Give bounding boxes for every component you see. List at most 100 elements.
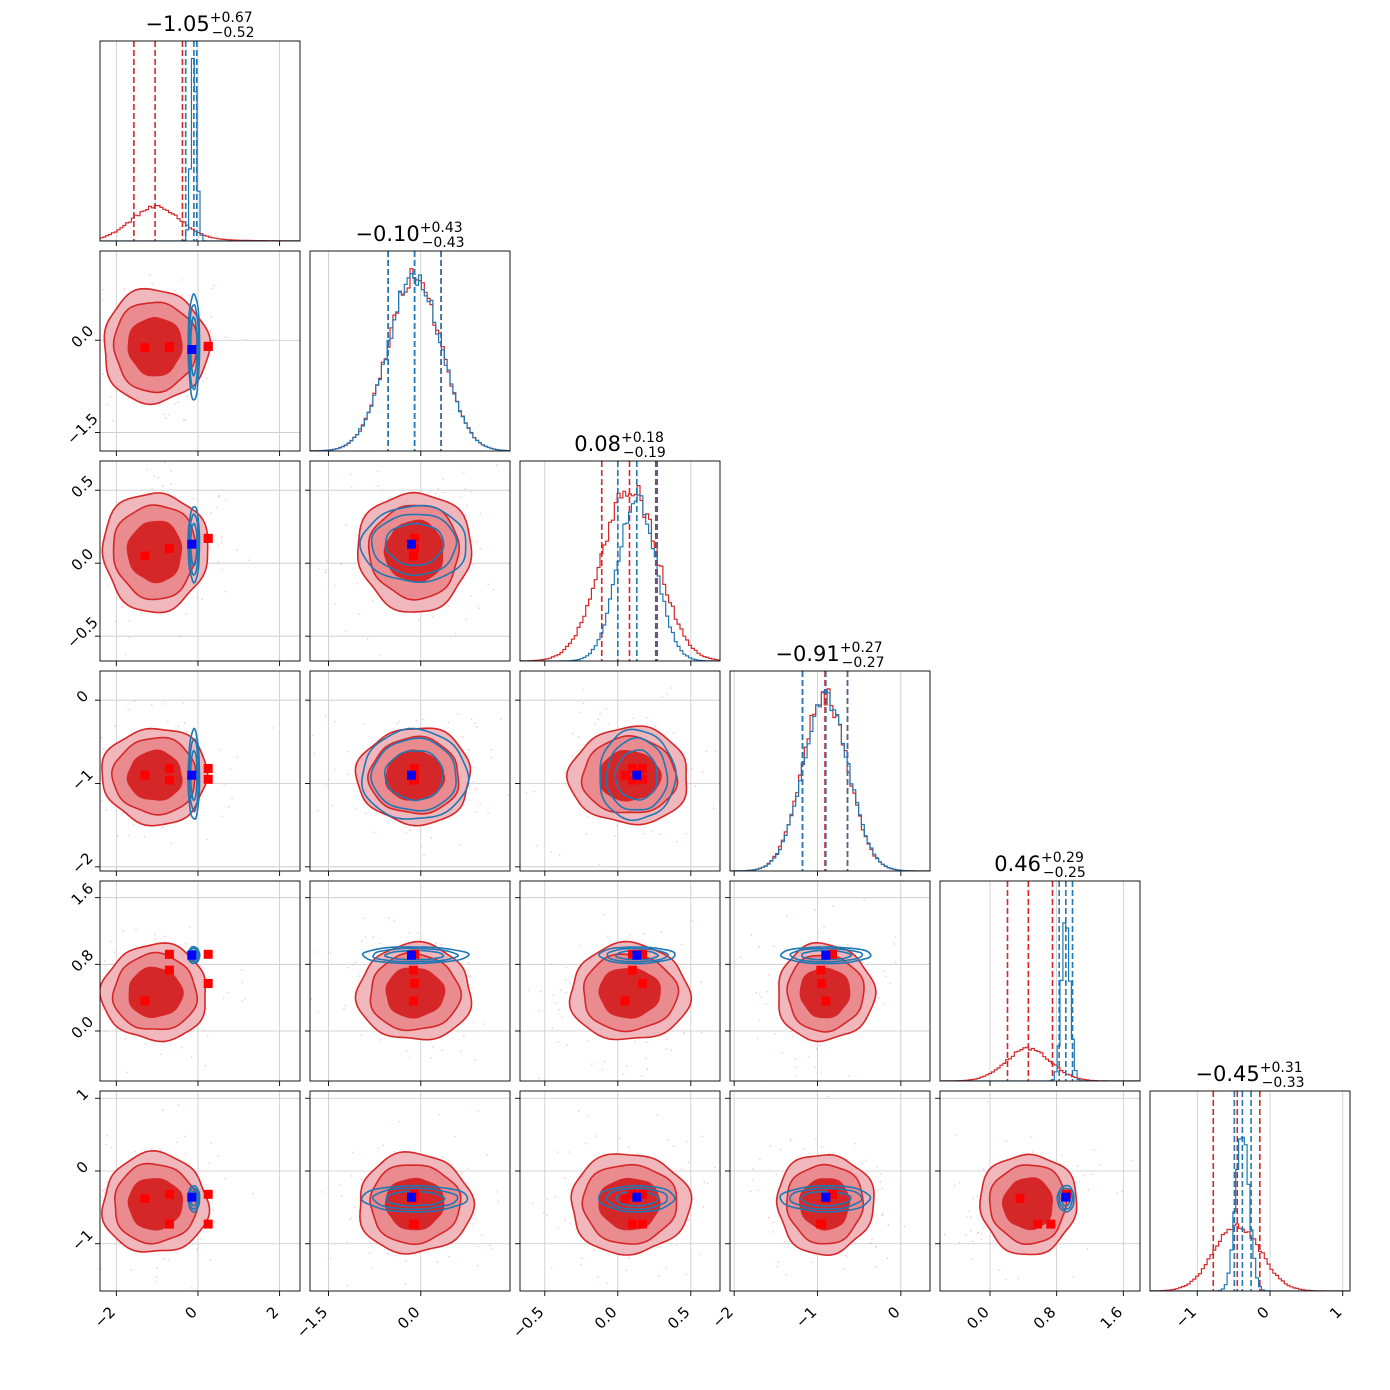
blue-contour xyxy=(598,1184,676,1213)
sample-point xyxy=(109,940,112,943)
blue-marker xyxy=(187,539,197,549)
sample-point xyxy=(877,1188,880,1191)
sample-point xyxy=(241,1000,243,1002)
blue-contour xyxy=(359,504,467,584)
sample-point xyxy=(127,397,130,399)
title-value: −1.05 xyxy=(145,12,209,36)
sample-point xyxy=(473,767,475,769)
sample-point xyxy=(324,571,327,573)
sample-point xyxy=(615,825,618,827)
sample-point xyxy=(398,720,400,723)
red-marker xyxy=(627,965,637,975)
x-tick-label: 0.0 xyxy=(591,1303,621,1333)
red-marker xyxy=(203,979,213,988)
sample-point xyxy=(377,1147,380,1149)
sample-point xyxy=(161,1109,164,1111)
panel-5-4: 0.0 0.8 1.6 xyxy=(935,1090,1141,1333)
sample-point xyxy=(229,768,232,770)
sample-point xyxy=(853,1088,855,1090)
sample-point xyxy=(210,316,213,318)
sample-point xyxy=(495,464,498,466)
sample-point xyxy=(540,990,542,993)
sample-point xyxy=(577,736,580,738)
sample-point xyxy=(578,711,581,713)
sample-point xyxy=(474,722,476,725)
blue-marker xyxy=(821,950,831,960)
sample-point xyxy=(594,723,596,726)
sample-point xyxy=(986,1100,989,1103)
sample-point xyxy=(348,1219,351,1221)
panel-frame xyxy=(309,460,511,662)
sample-point xyxy=(632,717,635,720)
sample-point xyxy=(477,605,479,607)
sample-point xyxy=(496,1212,498,1214)
red-marker xyxy=(816,965,826,975)
sample-point xyxy=(409,1056,411,1059)
red-marker xyxy=(817,979,827,988)
sample-point xyxy=(202,380,204,382)
panel-frame xyxy=(519,880,721,1082)
blue-contour xyxy=(789,1187,863,1210)
sample-point xyxy=(217,1155,219,1157)
sample-point xyxy=(333,584,336,587)
sample-point xyxy=(442,1156,445,1158)
sample-point xyxy=(247,559,250,561)
sample-point xyxy=(404,1283,407,1285)
sample-point xyxy=(538,1010,540,1012)
sample-point xyxy=(124,1038,127,1040)
sample-point xyxy=(54,297,56,299)
sample-point xyxy=(96,538,98,540)
sample-point xyxy=(482,1023,485,1025)
red-marker xyxy=(408,965,418,975)
sample-point xyxy=(1091,1173,1094,1175)
sample-point xyxy=(161,826,164,829)
sample-point xyxy=(317,1011,320,1014)
sample-point xyxy=(79,993,81,995)
sample-point xyxy=(373,831,375,834)
blue-contour xyxy=(372,947,459,963)
sample-point xyxy=(205,1007,208,1010)
sample-point xyxy=(307,807,309,809)
sample-point xyxy=(461,736,464,738)
sample-point xyxy=(438,1113,440,1116)
sample-point xyxy=(393,1151,396,1153)
sample-point xyxy=(102,1008,104,1010)
blue-contour xyxy=(801,949,853,961)
sample-point xyxy=(815,1138,817,1140)
sample-point xyxy=(466,504,469,507)
sample-point xyxy=(447,605,450,608)
sample-point xyxy=(124,653,127,656)
sample-point xyxy=(297,1002,299,1004)
sample-point xyxy=(363,723,365,725)
sample-point xyxy=(470,718,473,720)
sample-point xyxy=(848,1075,850,1077)
sample-point xyxy=(1005,1278,1007,1281)
title-minus: −0.19 xyxy=(623,445,666,461)
sample-point xyxy=(1099,1164,1101,1166)
y-tick-label: 1.6 xyxy=(68,879,98,909)
sample-point xyxy=(565,991,567,994)
sample-point xyxy=(409,829,411,832)
blue-contour xyxy=(370,513,458,577)
sample-point xyxy=(714,1166,716,1169)
sample-point xyxy=(1029,1136,1032,1138)
sample-point xyxy=(405,832,408,834)
sample-point xyxy=(602,913,605,916)
sample-point xyxy=(875,1266,878,1268)
sample-point xyxy=(532,601,534,603)
sample-point xyxy=(875,1245,878,1247)
sample-point xyxy=(790,1030,792,1033)
sample-point xyxy=(221,815,223,817)
sample-point xyxy=(992,1240,995,1243)
sample-point xyxy=(241,981,244,984)
sample-point xyxy=(772,1221,775,1224)
sample-point xyxy=(368,952,371,954)
sample-point xyxy=(217,544,220,547)
red-contour-inner xyxy=(385,967,446,1019)
sample-point xyxy=(179,634,181,637)
sample-point xyxy=(377,485,379,487)
x-tick-label: −1 xyxy=(792,1303,820,1331)
sample-point xyxy=(208,1162,211,1164)
sample-point xyxy=(881,1187,884,1190)
sample-point xyxy=(881,1213,884,1215)
